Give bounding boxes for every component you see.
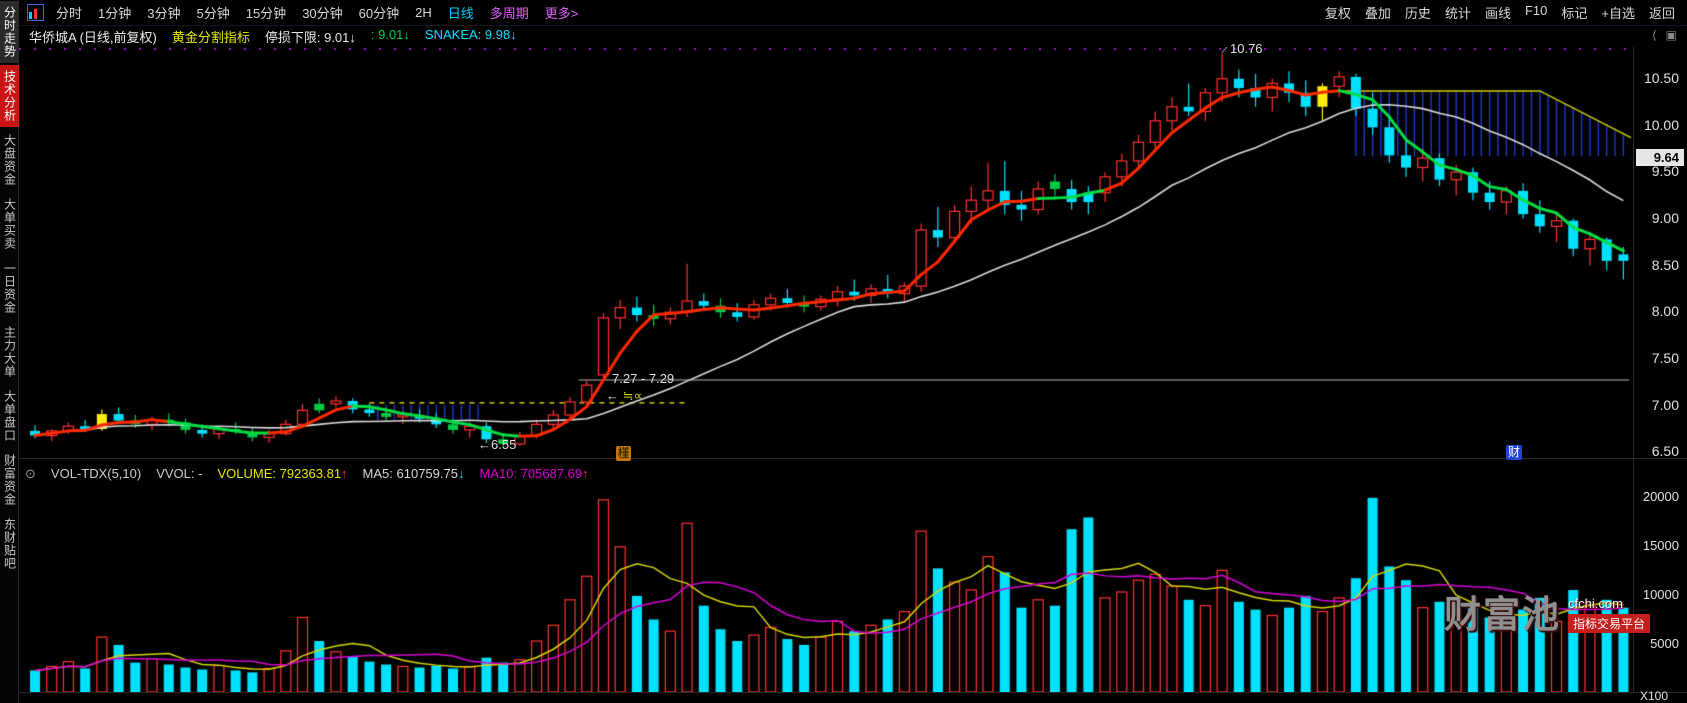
bottom-separator <box>19 692 1687 693</box>
toolbar-button-3[interactable]: 统计 <box>1444 6 1471 21</box>
volume-indicator-text-3: MA5: 610759.75 <box>362 466 458 481</box>
indicator-values: 黄金分割指标 停损下限: 9.01↓ : 9.01↓ SNAKEA: 9.98↓ <box>172 27 517 46</box>
volume-indicator-text-2: VOLUME: 792363.81 <box>217 466 342 481</box>
peak-price-label: 10.76 <box>1230 41 1263 56</box>
volume-axis: 20000 15000 10000 5000 <box>1634 488 1687 692</box>
stock-title: 华侨城A (日线,前复权) <box>29 30 157 45</box>
toolbar-button-6[interactable]: 标记 <box>1561 6 1588 21</box>
price-axis-label-6: 7.50 <box>1651 350 1679 367</box>
header-indicator-0: 黄金分割指标 <box>171 30 250 45</box>
toolbar-button-4[interactable]: 画线 <box>1484 6 1511 21</box>
period-tab-7[interactable]: 2H <box>415 5 432 20</box>
period-tab-4[interactable]: 15分钟 <box>245 6 287 21</box>
period-tab-0[interactable]: 分时 <box>56 6 83 21</box>
period-tab-3[interactable]: 5分钟 <box>196 6 230 21</box>
left-sidebar: 分时走势技术分析大盘资金大单买卖一日资金主力大单大单盘口财富资金东财贴吧 <box>0 0 19 703</box>
watermark-tagline: 指标交易平台 <box>1568 614 1651 633</box>
volume-axis-label-1: 15000 <box>1642 537 1679 553</box>
volume-unit-label: X100 <box>1640 689 1669 703</box>
gap-arrow-icon: ← <box>606 388 619 403</box>
toolbar-button-2[interactable]: 历史 <box>1404 6 1431 21</box>
toolbar-button-5[interactable]: F10 <box>1524 3 1548 18</box>
watermark: 财富池 cfchi.com 指标交易平台 <box>1444 594 1651 635</box>
header-indicator-2: : 9.01↓ <box>370 27 410 42</box>
price-axis-label-2: 9.50 <box>1651 163 1679 180</box>
period-tabs: 分时 1分钟 3分钟 5分钟 15分钟 30分钟 60分钟 2H 日线 多周期 更多> <box>56 3 594 22</box>
price-axis-label-5: 8.00 <box>1651 303 1679 320</box>
price-axis-label-8: 6.50 <box>1651 443 1679 460</box>
sidebar-item-1[interactable]: 技术分析 <box>0 65 19 127</box>
volume-indicator-arrow-3: ↓ <box>457 466 465 481</box>
watermark-site: cfchi.com <box>1568 596 1623 611</box>
volume-indicator-4: MA10: 705687.69↑ <box>479 466 588 481</box>
low-price-label: ←6.55 <box>478 437 517 452</box>
period-tab-10[interactable]: 更多> <box>544 6 579 21</box>
main-chart-canvas[interactable] <box>19 47 1633 458</box>
gap-symbols: ≒∝ <box>622 388 643 403</box>
volume-indicator-header: ⊙ VOL-TDX(5,10) VVOL: - VOLUME: 792363.81↑… <box>19 458 1687 488</box>
sidebar-item-0[interactable]: 分时走势 <box>0 1 19 63</box>
toolbar-button-1[interactable]: 叠加 <box>1364 6 1391 21</box>
sidebar-item-3[interactable]: 大单买卖 <box>2 198 17 250</box>
price-axis-label-0: 10.50 <box>1643 69 1679 86</box>
signal-tag-blue: 财 <box>1506 445 1522 460</box>
volume-chart-canvas[interactable] <box>19 488 1633 692</box>
volume-axis-label-3: 5000 <box>1650 635 1679 651</box>
chart-header: 华侨城A (日线,前复权) 黄金分割指标 停损下限: 9.01↓ : 9.01↓ SN… <box>19 26 1687 47</box>
period-tab-5[interactable]: 30分钟 <box>302 6 343 21</box>
price-tag: 9.64 <box>1636 149 1684 167</box>
price-axis-label-7: 7.00 <box>1651 396 1679 413</box>
indicator-collapse-icon[interactable]: ⊙ <box>25 465 36 481</box>
volume-indicator-2: VOLUME: 792363.81↑ <box>217 466 347 481</box>
signal-tag-orange: 槿 <box>616 446 631 461</box>
volume-indicator-arrow-4: ↑ <box>582 466 589 481</box>
period-tab-6[interactable]: 60分钟 <box>358 6 400 21</box>
volume-axis-label-0: 20000 <box>1642 488 1679 504</box>
sidebar-item-4[interactable]: 一日资金 <box>2 262 17 314</box>
volume-indicator-text-1: VVOL: - <box>156 466 203 481</box>
toolbar-button-7[interactable]: +自选 <box>1601 6 1635 21</box>
volume-indicator-1: VVOL: - <box>156 466 202 481</box>
toolbar-button-0[interactable]: 复权 <box>1324 6 1351 21</box>
volume-axis-label-2: 10000 <box>1642 586 1679 602</box>
header-indicator-3: SNAKEA: 9.98↓ <box>424 27 517 42</box>
volume-indicator-text-4: MA10: 705687.69 <box>479 466 583 481</box>
watermark-brand: 财富池 <box>1444 594 1561 635</box>
panel-layout-icon[interactable]: ▣ <box>1665 28 1677 42</box>
subheader-icons: ⟨ ▣ <box>1652 28 1677 42</box>
sidebar-item-5[interactable]: 主力大单 <box>2 326 17 378</box>
kline-icon[interactable] <box>27 4 44 21</box>
chevron-left-icon[interactable]: ⟨ <box>1651 28 1657 42</box>
sidebar-item-6[interactable]: 大单盘口 <box>2 390 17 442</box>
sidebar-item-7[interactable]: 财富资金 <box>2 454 17 506</box>
period-tab-8[interactable]: 日线 <box>447 6 474 21</box>
price-axis: 9.64 10.50 10.00 9.50 9.00 8.50 8.00 7.50 7.00 6… <box>1634 47 1687 460</box>
top-toolbar: 分时 1分钟 3分钟 5分钟 15分钟 30分钟 60分钟 2H 日线 多周期 更多> 复权 叠加 历史… <box>19 0 1687 26</box>
volume-indicator-0: VOL-TDX(5,10) <box>51 466 141 481</box>
period-tab-2[interactable]: 3分钟 <box>147 6 181 21</box>
gap-arrows-label: ← ≒∝ <box>606 388 643 404</box>
sidebar-item-2[interactable]: 大盘资金 <box>2 134 17 186</box>
period-tab-9[interactable]: 多周期 <box>489 6 529 21</box>
volume-indicator-3: MA5: 610759.75↓ <box>363 466 465 481</box>
sidebar-item-8[interactable]: 东财贴吧 <box>2 518 17 570</box>
gap-range-label: 7.27 - 7.29 <box>612 371 675 386</box>
price-axis-label-3: 9.00 <box>1651 209 1679 226</box>
price-axis-label-4: 8.50 <box>1651 256 1679 273</box>
axis-separator <box>1633 47 1634 692</box>
volume-indicator-values: VOL-TDX(5,10) VVOL: - VOLUME: 792363.81↑ MA… <box>51 466 589 481</box>
price-axis-label-1: 10.00 <box>1643 116 1679 133</box>
period-tab-1[interactable]: 1分钟 <box>98 6 132 21</box>
toolbar-tools: 复权 叠加 历史 统计 画线 F10 标记 +自选 返回 <box>1325 3 1675 22</box>
toolbar-button-8[interactable]: 返回 <box>1648 6 1675 21</box>
header-indicator-1: 停损下限: 9.01↓ <box>264 30 356 45</box>
volume-indicator-arrow-2: ↑ <box>341 466 348 481</box>
volume-indicator-text-0: VOL-TDX(5,10) <box>50 466 142 481</box>
